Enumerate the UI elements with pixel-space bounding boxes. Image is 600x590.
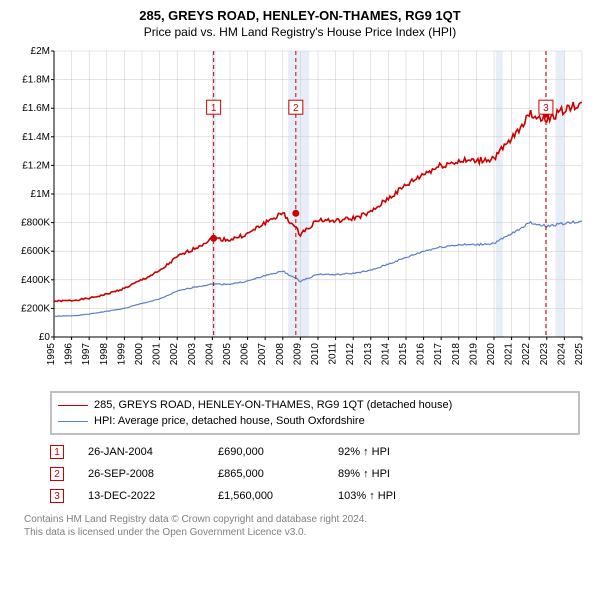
legend-item-a: 285, GREYS ROAD, HENLEY-ON-THAMES, RG9 1… <box>58 397 572 413</box>
svg-text:2010: 2010 <box>310 343 321 366</box>
legend-item-b: HPI: Average price, detached house, Sout… <box>58 413 572 429</box>
svg-text:2013: 2013 <box>363 343 374 366</box>
svg-text:2014: 2014 <box>380 343 391 366</box>
txn-pct: 103% ↑ HPI <box>338 490 458 502</box>
transaction-row: 2 26-SEP-2008£865,00089% ↑ HPI <box>50 463 580 485</box>
svg-text:1998: 1998 <box>99 343 110 366</box>
svg-text:3: 3 <box>543 103 549 114</box>
svg-text:2025: 2025 <box>574 343 585 366</box>
svg-text:2008: 2008 <box>275 343 286 366</box>
svg-text:2006: 2006 <box>240 343 251 366</box>
svg-text:2009: 2009 <box>292 343 303 366</box>
svg-text:2011: 2011 <box>328 343 339 365</box>
txn-date: 13-DEC-2022 <box>88 490 218 502</box>
txn-price: £1,560,000 <box>218 490 338 502</box>
chart-title: 285, GREYS ROAD, HENLEY-ON-THAMES, RG9 1… <box>10 8 590 23</box>
footer-line: Contains HM Land Registry data © Crown c… <box>24 513 580 526</box>
marker-badge: 1 <box>50 445 64 459</box>
svg-text:£800K: £800K <box>21 218 50 229</box>
svg-text:2015: 2015 <box>398 343 409 366</box>
svg-text:£1.6M: £1.6M <box>22 103 50 114</box>
svg-text:£200K: £200K <box>21 303 50 314</box>
svg-text:2001: 2001 <box>152 343 163 366</box>
svg-text:2000: 2000 <box>134 343 145 366</box>
svg-text:2021: 2021 <box>504 343 515 366</box>
svg-text:2018: 2018 <box>451 343 462 366</box>
svg-text:2023: 2023 <box>539 343 550 366</box>
txn-price: £690,000 <box>218 446 338 458</box>
svg-text:£1.4M: £1.4M <box>22 132 50 143</box>
svg-text:1997: 1997 <box>81 343 92 366</box>
chart-subtitle: Price paid vs. HM Land Registry's House … <box>10 25 590 39</box>
svg-text:2022: 2022 <box>521 343 532 366</box>
svg-text:2017: 2017 <box>433 343 444 366</box>
svg-text:2016: 2016 <box>416 343 427 366</box>
legend-label: 285, GREYS ROAD, HENLEY-ON-THAMES, RG9 1… <box>94 399 452 411</box>
svg-text:2: 2 <box>293 103 299 114</box>
footer-line: This data is licensed under the Open Gov… <box>24 526 580 539</box>
svg-text:1999: 1999 <box>116 343 127 366</box>
svg-text:2002: 2002 <box>169 343 180 366</box>
svg-text:£1.2M: £1.2M <box>22 160 50 171</box>
svg-text:2020: 2020 <box>486 343 497 366</box>
marker-badge: 2 <box>50 467 64 481</box>
chart: £0 £200K £400K £600K £800K £1M £1.2M £1.4M £1.6M… <box>10 45 590 385</box>
footer: Contains HM Land Registry data © Crown c… <box>24 513 580 539</box>
marker-badge: 3 <box>50 489 64 503</box>
svg-text:2019: 2019 <box>468 343 479 366</box>
svg-text:2007: 2007 <box>257 343 268 366</box>
txn-date: 26-SEP-2008 <box>88 468 218 480</box>
svg-text:£1M: £1M <box>31 189 50 200</box>
svg-text:£2M: £2M <box>31 46 50 57</box>
txn-pct: 92% ↑ HPI <box>338 446 458 458</box>
txn-pct: 89% ↑ HPI <box>338 468 458 480</box>
svg-text:2005: 2005 <box>222 343 233 366</box>
transaction-row: 3 13-DEC-2022£1,560,000103% ↑ HPI <box>50 485 580 507</box>
svg-text:2024: 2024 <box>556 343 567 366</box>
svg-text:2004: 2004 <box>204 343 215 366</box>
svg-text:£1.8M: £1.8M <box>22 75 50 86</box>
svg-text:£600K: £600K <box>21 246 50 257</box>
svg-text:£400K: £400K <box>21 275 50 286</box>
transactions-table: 1 26-JAN-2004£690,00092% ↑ HPI 2 26-SEP-200… <box>50 441 580 507</box>
svg-text:£0: £0 <box>39 332 51 343</box>
legend: 285, GREYS ROAD, HENLEY-ON-THAMES, RG9 1… <box>50 391 580 435</box>
svg-text:2012: 2012 <box>345 343 356 366</box>
svg-text:1995: 1995 <box>46 343 57 366</box>
txn-price: £865,000 <box>218 468 338 480</box>
svg-text:2003: 2003 <box>187 343 198 366</box>
txn-date: 26-JAN-2004 <box>88 446 218 458</box>
svg-text:1996: 1996 <box>64 343 75 366</box>
svg-text:1: 1 <box>211 103 217 114</box>
transaction-row: 1 26-JAN-2004£690,00092% ↑ HPI <box>50 441 580 463</box>
legend-label: HPI: Average price, detached house, Sout… <box>94 415 365 427</box>
